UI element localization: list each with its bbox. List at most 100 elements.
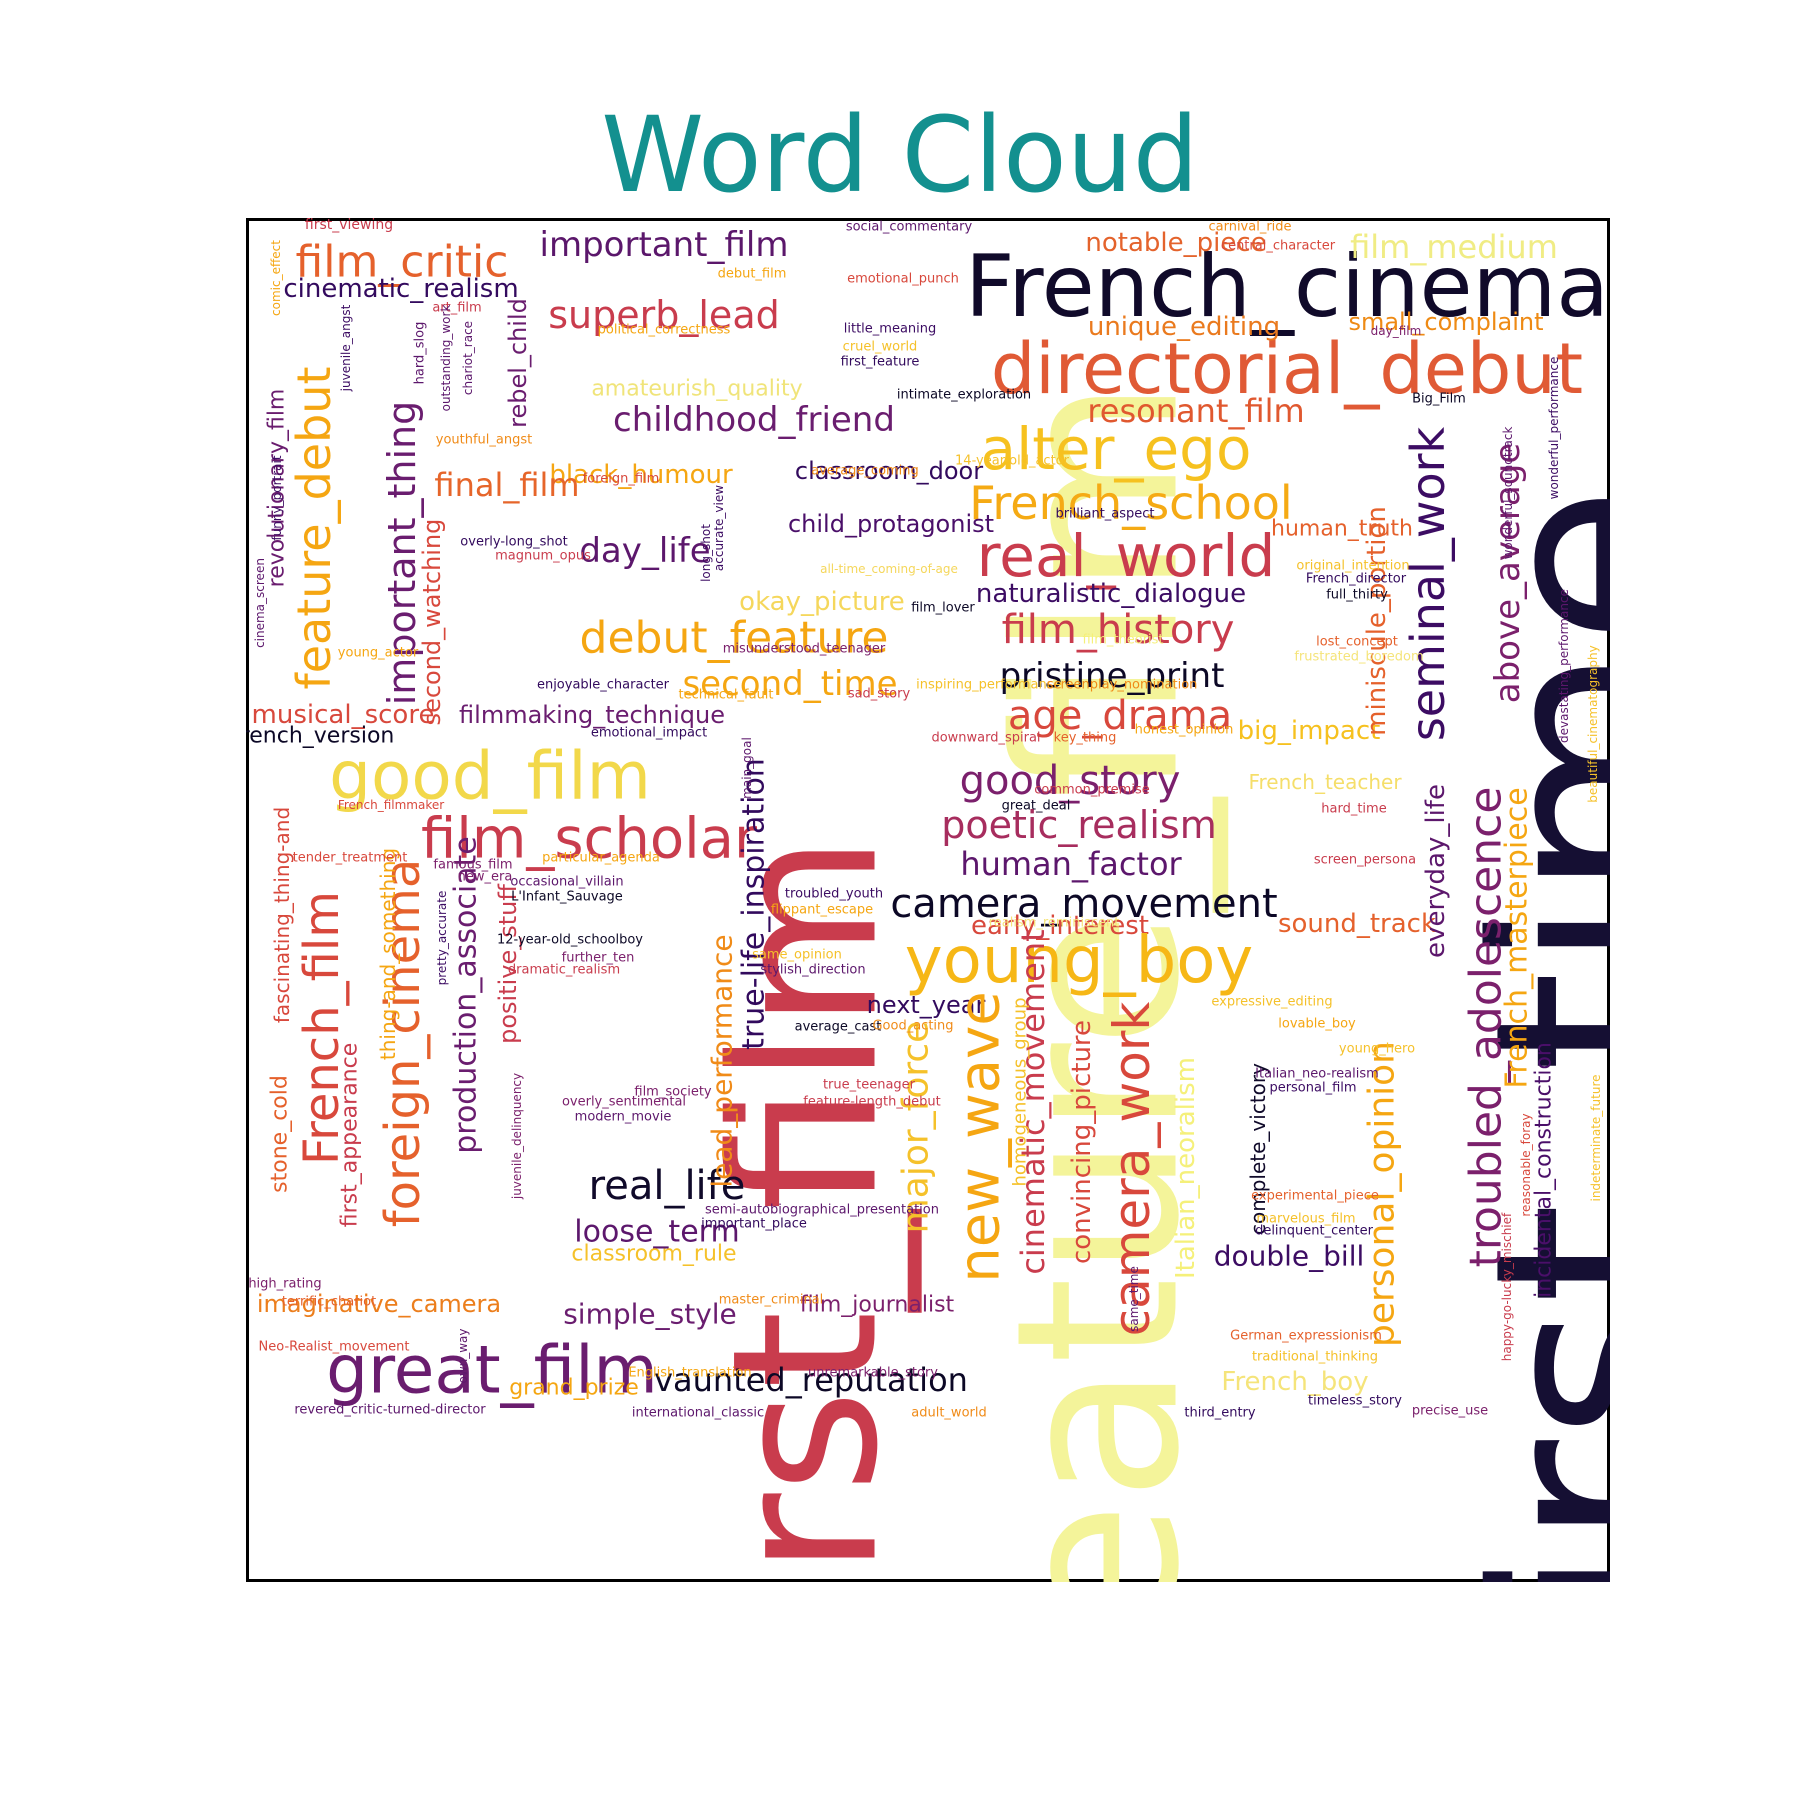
word-further-ten: further_ten bbox=[562, 951, 635, 966]
word-misunderstood-teenager: misunderstood_teenager bbox=[723, 642, 886, 657]
word-intimate-exploration: intimate_exploration bbox=[897, 388, 1031, 403]
word-seminal-work: seminal_work bbox=[1401, 426, 1455, 741]
word-full-thirty: full_thirty bbox=[1326, 588, 1388, 603]
word-young-hero: young_hero bbox=[1339, 1042, 1415, 1057]
word-hard-slog: hard_slog bbox=[413, 322, 428, 385]
word-inspiring-performance: inspiring_performance bbox=[916, 678, 1062, 693]
word-same-time: same_time bbox=[1127, 1266, 1141, 1332]
word-overly-sentimental: overly_sentimental bbox=[562, 1095, 686, 1110]
word-cinema-screen: cinema_screen bbox=[253, 558, 267, 648]
word-first-time: first_time bbox=[1440, 485, 1610, 1582]
word-rebel-child: rebel_child bbox=[504, 298, 532, 428]
word-child-protagonist: child_protagonist bbox=[788, 510, 994, 538]
word-film-critic: film_critic bbox=[296, 237, 509, 288]
word-okay-picture: okay_picture bbox=[739, 587, 905, 617]
word-famous-film: famous_film bbox=[433, 858, 512, 873]
word-cinematic-movement: cinematic_movement bbox=[1014, 929, 1052, 1274]
word-film-scholar: film_scholar bbox=[421, 807, 758, 872]
word-original-intention: original_intention bbox=[1296, 559, 1409, 574]
word-feature-length-debut: feature-length_debut bbox=[803, 1095, 940, 1110]
word-frustrated-boredom: frustrated_boredom bbox=[1294, 650, 1423, 665]
word-young-boy: young_boy bbox=[905, 924, 1253, 998]
word-vaunted-reputation: vaunted_reputation bbox=[654, 1361, 968, 1399]
word-precise-use: precise_use bbox=[1412, 1404, 1488, 1419]
word-particular-agenda: particular_agenda bbox=[542, 851, 660, 866]
word-average-cast: average_cast bbox=[795, 1020, 882, 1035]
word-personal-film: personal_film bbox=[1269, 1081, 1356, 1096]
word-next-year: next_year bbox=[867, 991, 986, 1019]
word-convincing-picture: convincing_picture bbox=[1067, 1020, 1097, 1264]
word-day-film: day_film bbox=[1371, 324, 1422, 338]
word-emotional-impact: emotional_impact bbox=[591, 726, 707, 741]
word-great-deal: great_deal bbox=[1002, 799, 1071, 814]
word-film-lover: film_lover bbox=[911, 601, 975, 616]
word-troubled-adolescence: troubled_adolescence bbox=[1461, 787, 1512, 1268]
word-major-force: major_force bbox=[896, 1021, 937, 1234]
word-unique-editing: unique_editing bbox=[1088, 312, 1280, 342]
word-superb-lead: superb_lead bbox=[548, 293, 779, 337]
word-feature-film: feature_film bbox=[968, 378, 1229, 1582]
word-debut-feature: debut_feature bbox=[580, 613, 889, 664]
word-expressive-editing: expressive_editing bbox=[1211, 995, 1332, 1010]
word-long-shot: long_shot bbox=[699, 524, 713, 582]
word-same-opinion: same_opinion bbox=[752, 948, 842, 963]
word-fascinating-thing-and: fascinating_thing-and bbox=[270, 807, 294, 1023]
word-early-interest: early_interest bbox=[971, 911, 1149, 941]
word-semi-autobiographical-presentation: semi-autobiographical_presentation bbox=[705, 1203, 939, 1218]
word-cruel-world: cruel_world bbox=[843, 340, 918, 355]
word-personal-opinion: personal_opinion bbox=[1362, 1041, 1403, 1347]
word-amateurish-quality: amateurish_quality bbox=[591, 377, 802, 402]
word-poetic-realism: poetic_realism bbox=[941, 803, 1216, 847]
word-devastating-performance: devastating_performance bbox=[1557, 589, 1571, 743]
word-foreign-cinema: foreign_cinema bbox=[375, 859, 431, 1228]
word-political-correctness: political_correctness bbox=[598, 323, 731, 338]
word-important-place: important_place bbox=[701, 1217, 807, 1232]
word-big-film: Big_Film bbox=[1412, 392, 1466, 407]
word-beautiful-cinematography: beautiful_cinematography bbox=[1586, 645, 1600, 802]
word-alter-ego: alter_ego bbox=[981, 415, 1252, 483]
word-common-premise: common_premise bbox=[1034, 783, 1149, 798]
word-realism-reminiscent: realism_reminiscent bbox=[989, 916, 1120, 931]
word-experimental-piece: experimental_piece bbox=[1251, 1189, 1379, 1204]
word-12-year-old-schoolboy: 12-year-old_schoolboy bbox=[497, 933, 643, 948]
word-complete-victory: complete_victory bbox=[1246, 1063, 1270, 1235]
word-reasonable-foray: reasonable_foray bbox=[1519, 1113, 1533, 1216]
word-little-meaning: little_meaning bbox=[844, 322, 937, 337]
word-stylish-direction: stylish_direction bbox=[760, 963, 865, 978]
word-master-criminal: master_criminal bbox=[719, 1293, 824, 1308]
word-social-commentary: social_commentary bbox=[846, 220, 973, 235]
word-accurate-view: accurate_view bbox=[712, 485, 726, 571]
word-french-cinema: French_cinema bbox=[965, 237, 1609, 337]
word-good-film: good_film bbox=[329, 738, 651, 815]
word-true-teenager: true_teenager bbox=[823, 1078, 916, 1093]
word-french-boy: French_boy bbox=[1221, 1367, 1368, 1397]
word-honest-opinion: honest_opinion bbox=[1135, 723, 1234, 738]
word-delinquent-center: delinquent_center bbox=[1255, 1224, 1374, 1239]
word-foreign-film: foreign_film bbox=[583, 472, 660, 487]
word-human-truth: human_truth bbox=[1271, 517, 1413, 542]
word-main-goal: main_goal bbox=[740, 737, 754, 799]
word-neo-realist-movement: Neo-Realist_movement bbox=[259, 1340, 410, 1355]
word-black-humour: black_humour bbox=[549, 460, 733, 490]
word-overly-long-shot: overly-long_shot bbox=[460, 535, 567, 550]
word-film-society: film_society bbox=[634, 1085, 712, 1100]
word-l-infant-sauvage: L'Infant_Sauvage bbox=[511, 890, 623, 905]
word-italian-neo-realism: Italian_neo-realism bbox=[1255, 1067, 1379, 1082]
word-second-watching: second_watching bbox=[418, 519, 446, 726]
word-cloud-frame bbox=[246, 218, 1610, 1582]
word-directorial-debut: directorial_debut bbox=[991, 328, 1583, 410]
word-screen-persona: screen_persona bbox=[1314, 853, 1416, 868]
word-average-coming: average_coming bbox=[811, 464, 919, 479]
word-incidental-construction: incidental_construction bbox=[1532, 1042, 1557, 1298]
word-revered-critic-turned-director: revered_critic-turned-director bbox=[294, 1403, 486, 1418]
word-german-expressionism: German_expressionism bbox=[1230, 1329, 1382, 1344]
word-true-life-inspiration: true-life_inspiration bbox=[737, 758, 772, 1050]
word-technical-fault: technical_fault bbox=[678, 688, 773, 703]
word-chariot-race: chariot_race bbox=[461, 321, 475, 395]
word-camera-movement: camera_movement bbox=[890, 881, 1277, 927]
word-flippant-escape: flippant_escape bbox=[771, 903, 873, 918]
word-final-film: final_film bbox=[434, 466, 579, 504]
word-naturalistic-dialogue: naturalistic_dialogue bbox=[976, 579, 1246, 609]
word-funny-portrait: funny_portrait bbox=[270, 455, 284, 540]
